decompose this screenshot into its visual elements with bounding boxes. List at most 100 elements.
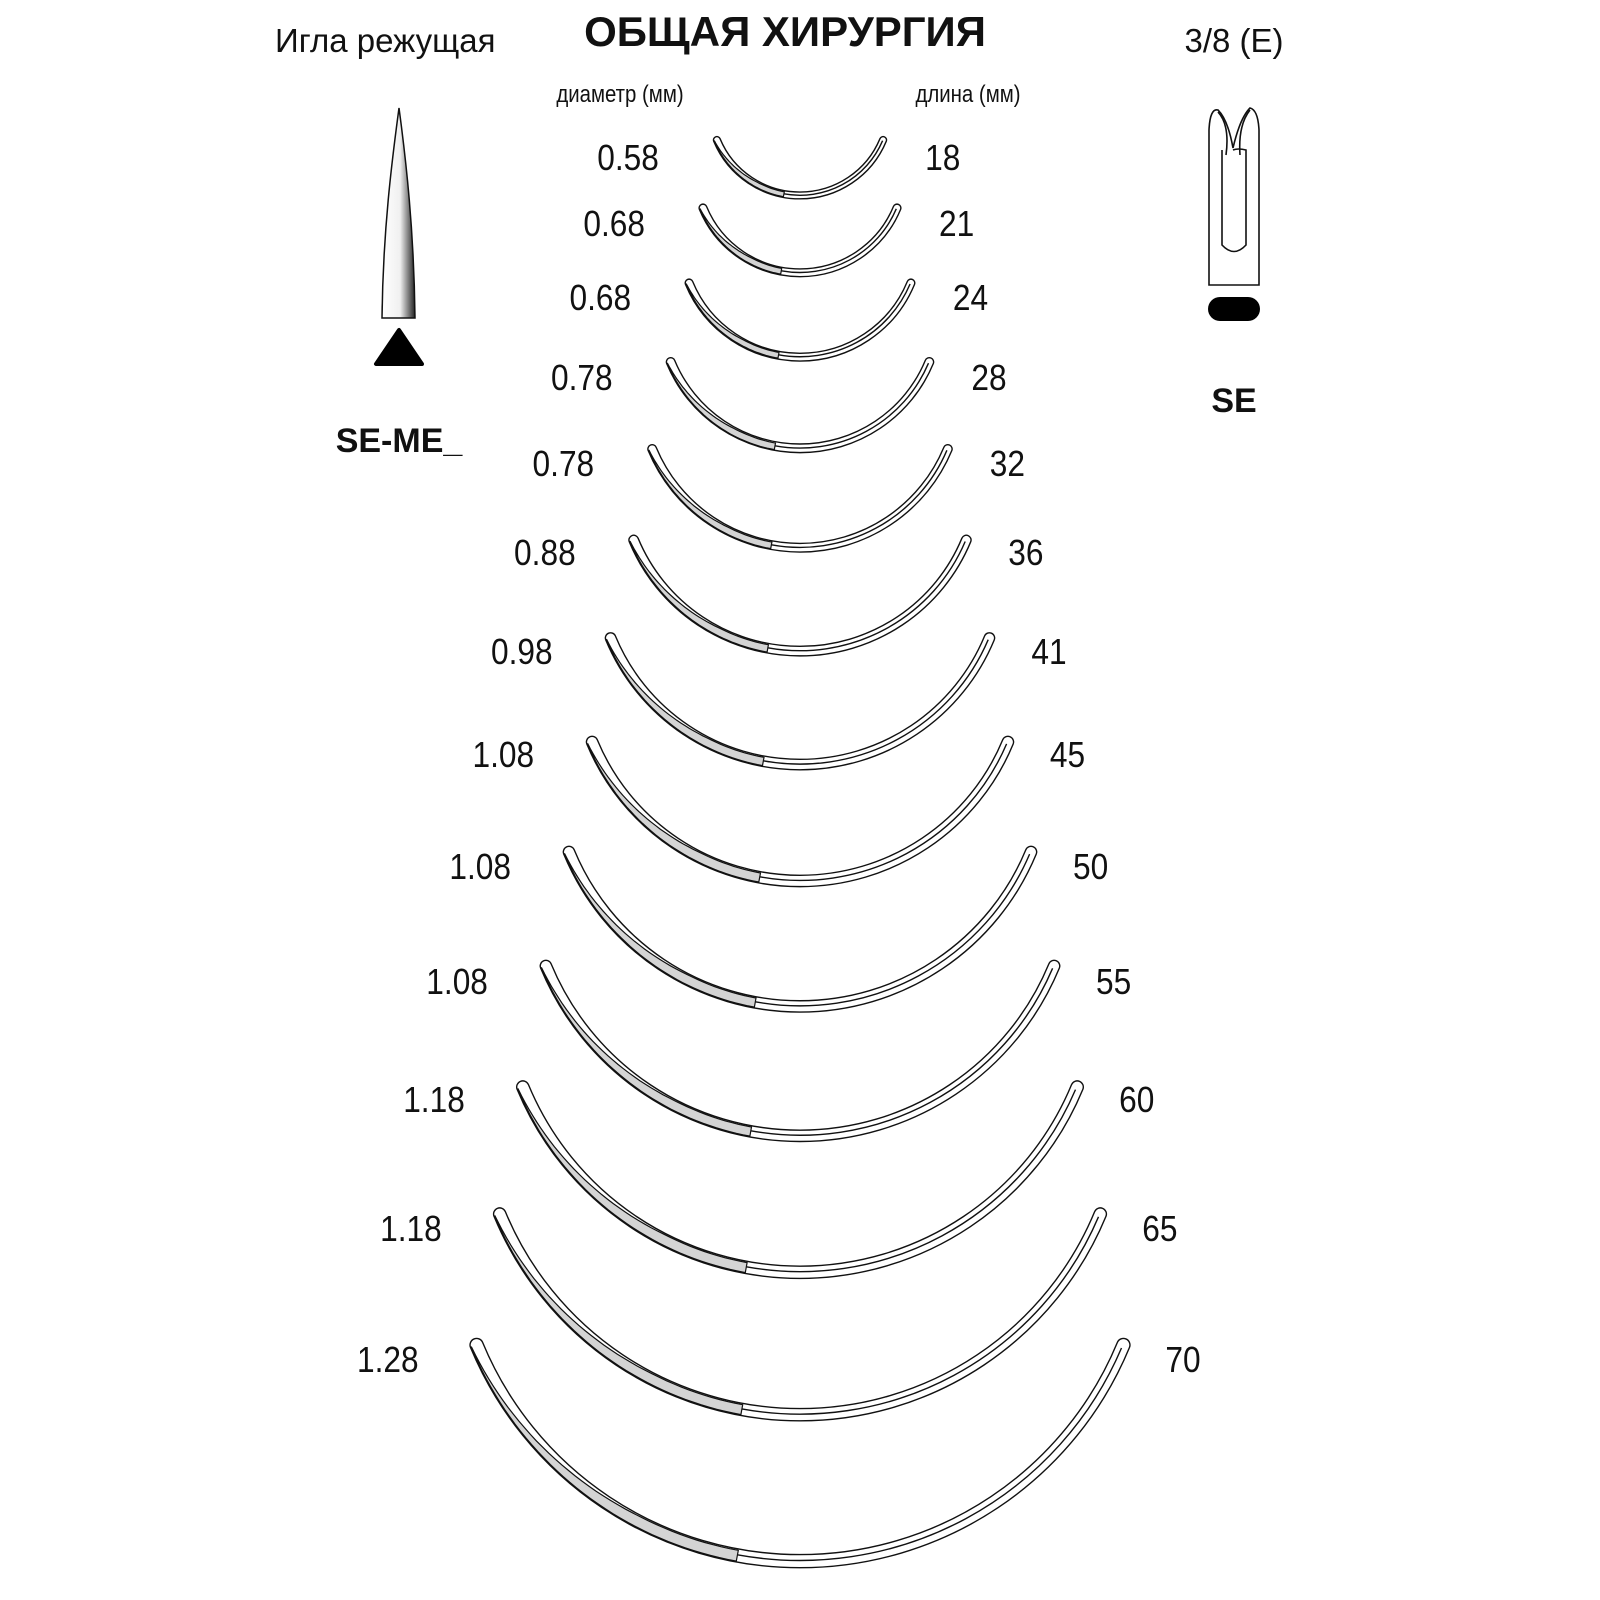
needle-body-outline	[604, 632, 996, 771]
needle-inner-line	[741, 1216, 1100, 1415]
cutting-point-icon	[381, 107, 416, 319]
needle-body	[470, 1339, 1130, 1567]
needle-body	[606, 633, 994, 769]
cutting-edge	[586, 742, 762, 883]
cutting-edge	[605, 638, 765, 767]
needle: 0.98 41	[491, 632, 1067, 771]
needle-body-outline	[684, 278, 916, 362]
length-value: 70	[1165, 1340, 1200, 1380]
needle-body-outline	[712, 135, 888, 200]
needle-body	[714, 137, 886, 199]
diameter-value: 1.08	[449, 847, 511, 887]
needle: 1.08 50	[449, 845, 1108, 1013]
split-eye-icon	[1208, 107, 1260, 286]
length-value: 41	[1031, 632, 1066, 672]
length-column-header: длина (мм)	[915, 80, 1020, 107]
needle-inner-line	[771, 450, 948, 549]
cutting-edge	[666, 362, 777, 451]
needle-body-outline	[539, 959, 1061, 1143]
triangle-icon	[374, 328, 424, 366]
needle-body-outline	[515, 1080, 1085, 1280]
needle-body	[667, 358, 933, 452]
cutting-edge	[699, 208, 783, 275]
diameter-value: 0.68	[583, 204, 645, 244]
cutting-edge	[540, 966, 753, 1137]
needle: 1.18 60	[403, 1080, 1154, 1280]
needle-inner-line	[778, 283, 911, 358]
diameter-value: 0.78	[551, 358, 613, 398]
diameter-value: 0.58	[597, 138, 659, 178]
needle: 0.88 36	[514, 533, 1044, 657]
needle-body-outline	[492, 1207, 1108, 1422]
end-code: SE	[1211, 382, 1256, 420]
cutting-edge	[629, 540, 770, 653]
cutting-edge	[494, 1215, 744, 1416]
point-code: SE-ME_	[336, 422, 464, 460]
length-value: 55	[1096, 962, 1131, 1002]
length-value: 45	[1050, 735, 1085, 775]
needle-body	[494, 1208, 1106, 1421]
page-title: ОБЩАЯ ХИРУРГИЯ	[584, 8, 986, 55]
needle-inner-line	[737, 1347, 1123, 1562]
needle: 0.78 32	[533, 443, 1025, 553]
needle-inner-line	[783, 140, 884, 196]
needle-body-outline	[647, 443, 953, 553]
diameter-value: 0.68	[570, 278, 632, 318]
needle: 1.08 45	[472, 735, 1085, 888]
needle-body-outline	[665, 356, 935, 454]
length-value: 21	[939, 204, 974, 244]
length-value: 60	[1119, 1080, 1154, 1120]
needle-inner-line	[781, 208, 897, 274]
needle-type-label: Игла режущая	[275, 22, 495, 59]
needle: 0.78 28	[551, 356, 1007, 454]
diameter-value: 1.08	[472, 735, 534, 775]
needle-body	[540, 961, 1060, 1141]
needle: 1.08 55	[426, 959, 1131, 1143]
needle: 1.28 70	[357, 1337, 1201, 1569]
needle-body	[699, 204, 901, 276]
curvature-label: 3/8 (E)	[1184, 22, 1283, 59]
needle-inner-line	[763, 639, 989, 765]
needle-body-outline	[628, 534, 972, 657]
cutting-edge	[517, 1088, 748, 1274]
needle-list: 0.58 18 0.68 21 0.68 24 0.78 28 0.78 32 0.88 36 0.98…	[357, 135, 1201, 1569]
needle-body	[648, 445, 952, 552]
needle-body-outline	[698, 203, 902, 278]
needle-inner-line	[767, 541, 966, 652]
diameter-column-header: диаметр (мм)	[556, 80, 683, 107]
diameter-value: 0.88	[514, 533, 576, 573]
needle-inner-line	[755, 853, 1031, 1007]
needle-body	[685, 279, 915, 361]
cutting-edge	[563, 852, 757, 1008]
diameter-value: 1.28	[357, 1340, 419, 1380]
diameter-value: 1.08	[426, 962, 488, 1002]
needle: 0.58 18	[597, 135, 960, 200]
cutting-edge	[470, 1346, 739, 1562]
needle-inner-line	[759, 743, 1008, 882]
length-value: 24	[953, 278, 988, 318]
length-value: 18	[925, 138, 960, 178]
needle: 1.18 65	[380, 1207, 1177, 1422]
needle-body	[517, 1081, 1083, 1278]
needle-inner-line	[746, 1089, 1077, 1273]
needle-body	[629, 535, 971, 656]
diameter-value: 1.18	[403, 1080, 465, 1120]
diameter-value: 1.18	[380, 1209, 442, 1249]
length-value: 50	[1073, 847, 1108, 887]
needle-inner-line	[774, 362, 930, 449]
length-value: 65	[1142, 1209, 1177, 1249]
length-value: 28	[971, 358, 1006, 398]
needle: 0.68 21	[583, 203, 974, 278]
needle: 0.68 24	[570, 278, 988, 362]
cutting-edge	[713, 140, 785, 198]
needle-body-outline	[469, 1337, 1131, 1569]
needle-inner-line	[750, 968, 1054, 1136]
diameter-value: 0.98	[491, 632, 553, 672]
length-value: 36	[1008, 533, 1043, 573]
oval-icon	[1208, 297, 1260, 321]
cutting-edge	[685, 283, 780, 359]
diameter-value: 0.78	[533, 444, 595, 484]
length-value: 32	[990, 444, 1025, 484]
cutting-edge	[647, 449, 773, 550]
